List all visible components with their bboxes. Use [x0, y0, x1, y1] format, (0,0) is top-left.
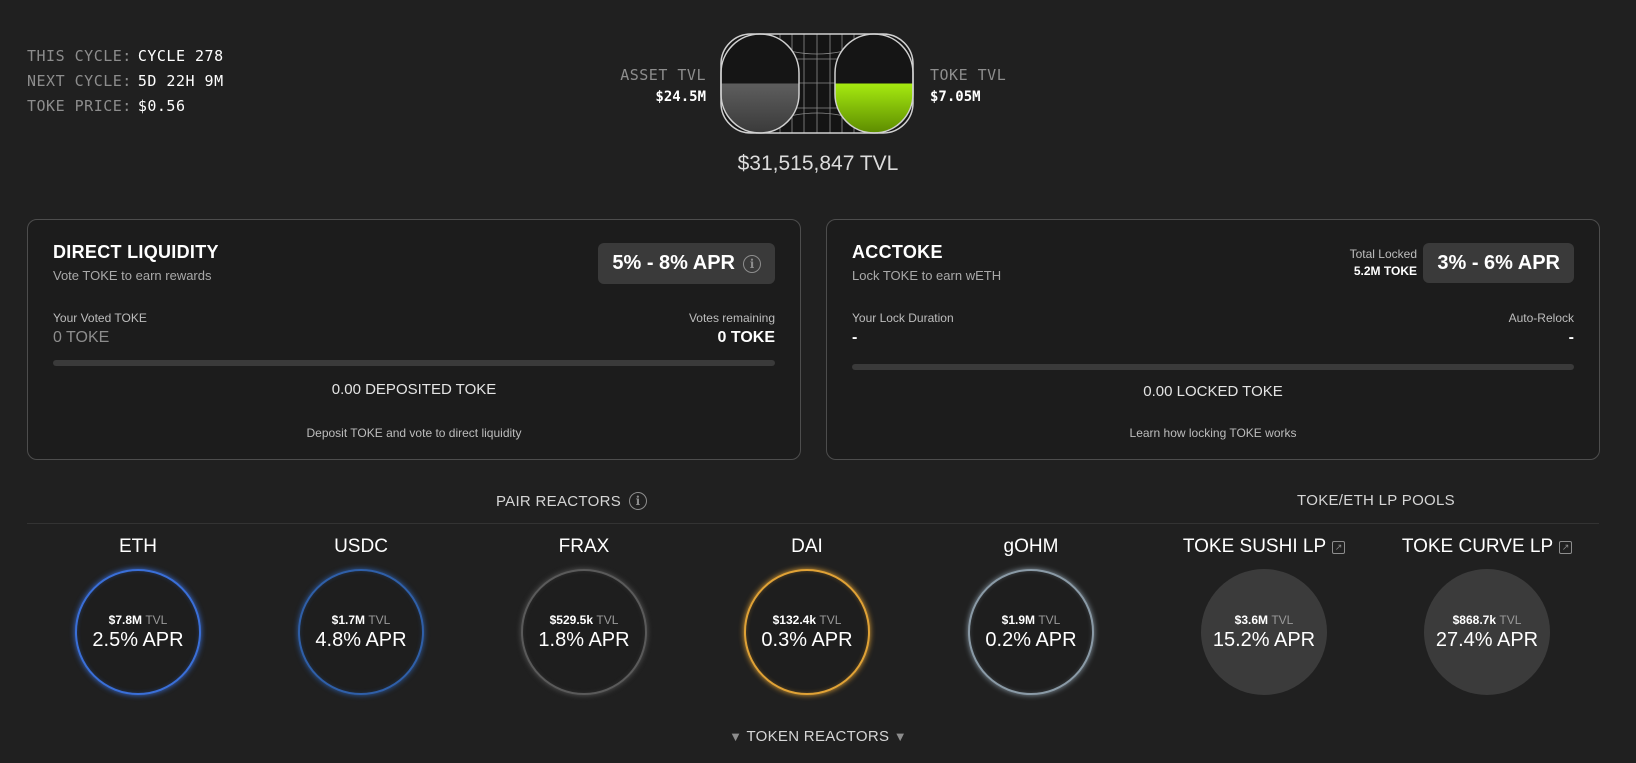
cycle-info: THIS CYCLE: CYCLE 278 NEXT CYCLE: 5D 22H…	[27, 44, 224, 119]
lp-pool-name[interactable]: TOKE CURVE LP ↗	[1382, 536, 1592, 558]
asset-tvl-capsule	[720, 33, 800, 134]
reactor-tvl: $1.9M TVL	[1001, 612, 1061, 627]
toke-tvl-capsule	[834, 33, 914, 134]
lp-pool-circle[interactable]: $868.7k TVL 27.4% APR	[1424, 569, 1550, 695]
voted-toke-label: Your Voted TOKE	[53, 311, 147, 325]
info-icon[interactable]: i	[743, 254, 761, 273]
locked-toke: 0.00 LOCKED TOKE	[1143, 383, 1283, 400]
direct-liquidity-apr-badge: 5% - 8% APR i	[598, 243, 775, 284]
reactor-apr: 0.3% APR	[761, 628, 853, 651]
lp-pool-apr: 27.4% APR	[1435, 628, 1539, 651]
acctoke-apr: 3% - 6% APR	[1437, 251, 1560, 274]
next-cycle-value: 5D 22H 9M	[137, 72, 224, 90]
reactor-name: FRAX	[558, 536, 610, 557]
deposited-toke: 0.00 DEPOSITED TOKE	[331, 381, 497, 398]
triangle-down-icon: ▼	[729, 729, 743, 744]
direct-liquidity-subtitle: Vote TOKE to earn rewards	[53, 268, 212, 283]
token-reactors-label: TOKEN REACTORS	[746, 728, 890, 745]
reactor-apr: 4.8% APR	[315, 628, 407, 651]
lp-pool-tvl: $868.7k TVL	[1452, 612, 1522, 627]
lp-pool-curve[interactable]: TOKE CURVE LP ↗ $868.7k TVL 27.4% APR	[1382, 536, 1592, 701]
tvl-gauge-graphic	[720, 33, 914, 134]
external-link-icon[interactable]: ↗	[1332, 540, 1346, 554]
reactor-tvl: $1.7M TVL	[331, 612, 391, 627]
lp-pools-divider	[1143, 523, 1599, 524]
acctoke-apr-badge: 3% - 6% APR	[1423, 243, 1574, 283]
reactor-apr: 0.2% APR	[985, 628, 1077, 651]
toke-tvl-value: $7.05M	[930, 89, 981, 105]
reactor-name: gOHM	[1003, 536, 1059, 557]
toke-tvl-label: TOKE TVL	[930, 66, 1007, 84]
pair-reactors-title: PAIR REACTORS i	[0, 492, 1143, 510]
token-reactors-toggle[interactable]: ▼ TOKEN REACTORS ▼	[0, 728, 1636, 745]
lp-pool-tvl: $3.6M TVL	[1234, 612, 1294, 627]
acctoke-card[interactable]: ACCTOKE Lock TOKE to earn wETH Total Loc…	[826, 219, 1600, 460]
reactor-dai[interactable]: DAI $132.4k TVL 0.3% APR	[702, 536, 912, 701]
reactor-tvl: $529.5k TVL	[549, 612, 619, 627]
lp-pools-title: TOKE/ETH LP POOLS	[1143, 492, 1609, 509]
reactor-tvl: $132.4k TVL	[772, 612, 842, 627]
reactor-tvl: $7.8M TVL	[108, 612, 168, 627]
total-tvl: $31,515,847 TVL	[737, 152, 899, 175]
toke-tvl: TOKE TVL $7.05M	[930, 64, 1006, 108]
lp-pool-apr: 15.2% APR	[1212, 628, 1316, 651]
lock-progress-bar	[852, 364, 1574, 370]
acctoke-subtitle: Lock TOKE to earn wETH	[852, 268, 1002, 283]
reactor-eth[interactable]: ETH $7.8M TVL 2.5% APR	[33, 536, 243, 701]
lp-pools-label: TOKE/ETH LP POOLS	[1297, 492, 1455, 509]
votes-remaining-label: Votes remaining	[688, 311, 775, 325]
total-locked-value: 5.2M TOKE	[1353, 264, 1417, 278]
reactor-frax[interactable]: FRAX $529.5k TVL 1.8% APR	[479, 536, 689, 701]
lock-duration-value: -	[852, 329, 858, 346]
this-cycle-row: THIS CYCLE: CYCLE 278	[27, 44, 224, 69]
reactor-usdc[interactable]: USDC $1.7M TVL 4.8% APR	[256, 536, 466, 701]
reactor-name: USDC	[334, 536, 388, 557]
pair-reactors-divider	[27, 523, 1143, 524]
pair-reactors-label: PAIR REACTORS	[495, 492, 622, 510]
lp-pool-sushi[interactable]: TOKE SUSHI LP ↗ $3.6M TVL 15.2% APR	[1159, 536, 1369, 701]
asset-tvl: ASSET TVL $24.5M	[620, 64, 706, 108]
reactor-ring[interactable]: $1.7M TVL 4.8% APR	[298, 569, 424, 695]
lock-duration-label: Your Lock Duration	[852, 311, 954, 325]
reactor-ring[interactable]: $7.8M TVL 2.5% APR	[75, 569, 201, 695]
this-cycle-label: THIS CYCLE:	[27, 47, 132, 65]
voted-toke-value: 0 TOKE	[53, 329, 110, 346]
lp-pool-circle[interactable]: $3.6M TVL 15.2% APR	[1201, 569, 1327, 695]
asset-tvl-label: ASSET TVL	[620, 66, 706, 84]
auto-relock-value[interactable]: -	[1568, 329, 1574, 346]
asset-tvl-value: $24.5M	[655, 89, 706, 105]
lp-pool-name[interactable]: TOKE SUSHI LP ↗	[1159, 536, 1369, 558]
acctoke-footer[interactable]: Learn how locking TOKE works	[1129, 426, 1297, 440]
triangle-down-icon: ▼	[893, 729, 907, 744]
external-link-icon[interactable]: ↗	[1559, 540, 1573, 554]
direct-liquidity-card[interactable]: DIRECT LIQUIDITY Vote TOKE to earn rewar…	[27, 219, 801, 460]
reactor-apr: 2.5% APR	[92, 628, 184, 651]
next-cycle-row: NEXT CYCLE: 5D 22H 9M	[27, 69, 224, 94]
reactor-name: DAI	[791, 536, 823, 557]
reactor-ring[interactable]: $1.9M TVL 0.2% APR	[968, 569, 1094, 695]
vote-progress-bar	[53, 360, 775, 366]
reactor-name: ETH	[119, 536, 157, 557]
reactor-apr: 1.8% APR	[538, 628, 630, 651]
acctoke-title: ACCTOKE	[852, 242, 943, 262]
reactor-gohm[interactable]: gOHM $1.9M TVL 0.2% APR	[926, 536, 1136, 701]
direct-liquidity-apr: 5% - 8% APR	[612, 252, 735, 274]
auto-relock-label: Auto-Relock	[1508, 311, 1574, 325]
reactor-ring[interactable]: $132.4k TVL 0.3% APR	[744, 569, 870, 695]
total-locked: Total Locked 5.2M TOKE	[1350, 246, 1417, 280]
total-locked-label: Total Locked	[1349, 247, 1417, 261]
direct-liquidity-footer[interactable]: Deposit TOKE and vote to direct liquidit…	[306, 426, 522, 440]
votes-remaining-value: 0 TOKE	[717, 329, 776, 346]
next-cycle-label: NEXT CYCLE:	[27, 72, 132, 90]
direct-liquidity-title: DIRECT LIQUIDITY	[53, 242, 219, 262]
toke-price-value: $0.56	[137, 97, 186, 115]
toke-price-row: TOKE PRICE: $0.56	[27, 94, 224, 119]
this-cycle-value: CYCLE 278	[137, 47, 224, 65]
reactor-ring[interactable]: $529.5k TVL 1.8% APR	[521, 569, 647, 695]
info-icon[interactable]: i	[629, 492, 648, 510]
toke-price-label: TOKE PRICE:	[27, 97, 132, 115]
